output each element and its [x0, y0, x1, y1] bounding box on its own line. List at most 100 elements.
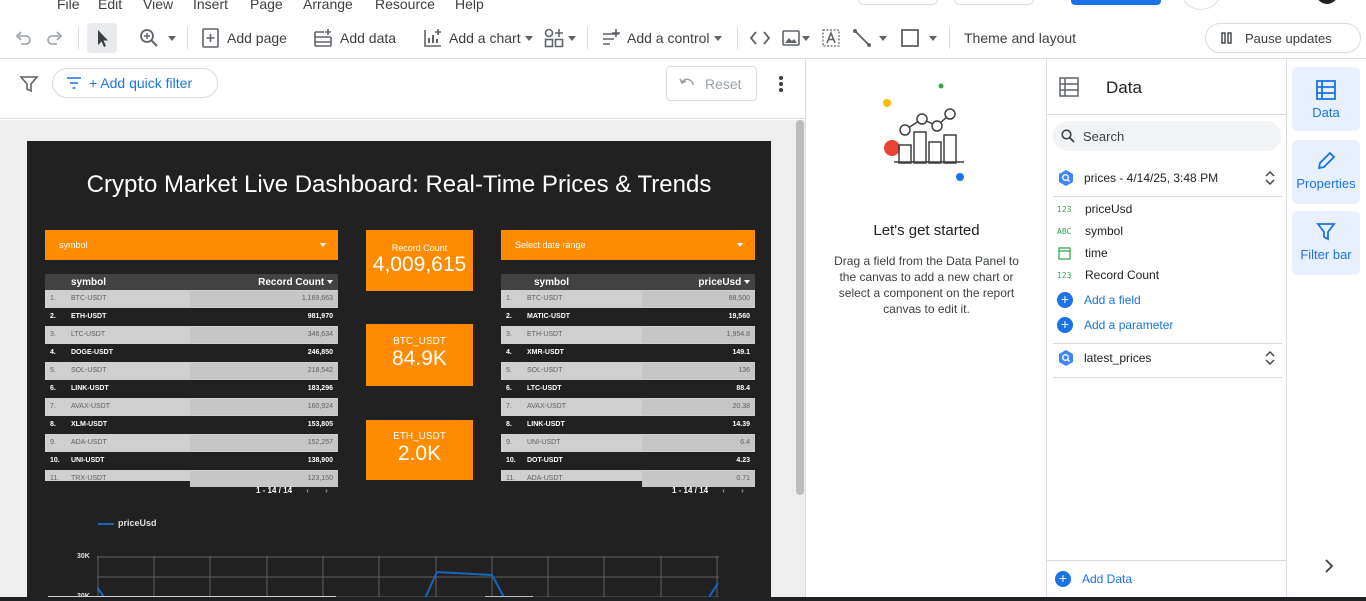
table-row[interactable]: 8. XLM-USDT 153,805	[45, 416, 338, 434]
table-row[interactable]: 2. ETH-USDT 981,970	[45, 308, 338, 326]
date-range-control[interactable]: Select date range	[501, 230, 755, 260]
add-quick-filter-button[interactable]: + Add quick filter	[52, 68, 218, 98]
add-chart-button[interactable]: Add a chart	[423, 17, 533, 59]
table-row[interactable]: 4. DOGE-USDT 246,850	[45, 344, 338, 362]
add-control-button[interactable]: Add a control	[601, 17, 722, 59]
quick-filter-icon	[67, 77, 81, 89]
table-row[interactable]: 1. BTC-USDT 1,169,663	[45, 290, 338, 308]
chevron-right-icon[interactable]: ›	[741, 486, 744, 495]
col-header-symbol[interactable]: symbol	[71, 277, 107, 288]
report-canvas[interactable]: Crypto Market Live Dashboard: Real-Time …	[0, 120, 805, 601]
table-row[interactable]: 5. SOL-USDT 218,542	[45, 362, 338, 380]
table-row[interactable]: 10. UNI-USDT 138,900	[45, 452, 338, 470]
table-row[interactable]: 4. XMR-USDT 149.1	[501, 344, 755, 362]
table-row[interactable]: 3. ETH-USDT 1,954.8	[501, 326, 755, 344]
row-number: 2.	[506, 313, 512, 320]
col-header-symbol[interactable]: symbol	[534, 277, 570, 288]
chevron-right-icon[interactable]	[1323, 558, 1335, 574]
add-data-button[interactable]: + Add Data	[1055, 568, 1132, 590]
collapse-icon[interactable]	[1265, 171, 1275, 185]
table-row[interactable]: 2. MATIC-USDT 19,560	[501, 308, 755, 326]
scorecard-record-count[interactable]: Record Count 4,009,615	[366, 230, 473, 291]
price-line-chart[interactable]: priceUsd 30K 20K	[27, 511, 771, 601]
col-header-price-usd[interactable]: priceUsd	[698, 277, 750, 288]
field-time[interactable]: time	[1057, 242, 1108, 264]
report-page[interactable]: Crypto Market Live Dashboard: Real-Time …	[27, 141, 771, 601]
embed-code-icon[interactable]	[749, 17, 771, 59]
table-row[interactable]: 7. AVAX-USDT 160,924	[45, 398, 338, 416]
shape-button[interactable]	[900, 17, 937, 59]
cell-value: 149.1	[732, 349, 750, 356]
community-viz-icon	[544, 28, 564, 48]
view-button[interactable]	[954, 0, 1034, 5]
menu-page[interactable]: Page	[250, 0, 283, 12]
publish-button[interactable]	[1071, 0, 1161, 5]
table-row[interactable]: 3. LTC-USDT 346,634	[45, 326, 338, 344]
table-row[interactable]: 6. LTC-USDT 88.4	[501, 380, 755, 398]
record-count-table[interactable]: symbol Record Count 1. BTC-USDT 1,169,663 2…	[45, 274, 338, 487]
menu-resource[interactable]: Resource	[375, 0, 435, 12]
canvas-scrollbar[interactable]	[796, 120, 804, 495]
table-row[interactable]: 5. SOL-USDT 136	[501, 362, 755, 380]
chevron-right-icon[interactable]: ›	[325, 486, 328, 495]
cell-value: 1,169,663	[301, 295, 333, 302]
table-row[interactable]: 6. LINK-USDT 183,296	[45, 380, 338, 398]
filter-icon[interactable]	[19, 74, 39, 94]
add-parameter-button[interactable]: + Add a parameter	[1057, 314, 1173, 336]
chevron-left-icon[interactable]: ‹	[722, 486, 725, 495]
table-row[interactable]: 8. LINK-USDT 14.39	[501, 416, 755, 434]
menu-insert[interactable]: Insert	[193, 0, 229, 12]
text-icon[interactable]	[821, 17, 841, 59]
help-avatar-button[interactable]	[1180, 0, 1222, 10]
field-price-usd[interactable]: 123 priceUsd	[1057, 198, 1132, 220]
y-tick-label: 30K	[77, 553, 90, 560]
table-row[interactable]: 10. DOT-USDT 4.23	[501, 452, 755, 470]
report-title[interactable]: Crypto Market Live Dashboard: Real-Time …	[86, 171, 712, 198]
community-viz-button[interactable]	[544, 17, 576, 59]
rail-properties-button[interactable]: Properties	[1292, 140, 1360, 204]
scorecard-eth-usdt[interactable]: ETH_USDT 2.0K	[366, 420, 473, 480]
legend-swatch	[98, 523, 114, 525]
menu-file[interactable]: File	[57, 0, 80, 12]
menu-arrange[interactable]: Arrange	[303, 0, 353, 12]
more-vert-icon[interactable]	[773, 74, 789, 94]
table-row[interactable]: 1. BTC-USDT 88,500	[501, 290, 755, 308]
table-row[interactable]: 9. UNI-USDT 6.4	[501, 434, 755, 452]
rail-filter-bar-button[interactable]: Filter bar	[1292, 211, 1360, 275]
data-search-input[interactable]: Search	[1053, 121, 1281, 151]
col-header-record-count[interactable]: Record Count	[258, 277, 333, 288]
price-usd-table[interactable]: symbol priceUsd 1. BTC-USDT 88,500 2. MATIC-…	[501, 274, 755, 487]
chevron-left-icon[interactable]: ‹	[306, 486, 309, 495]
menu-edit[interactable]: Edit	[98, 0, 123, 12]
line-button[interactable]	[852, 17, 887, 59]
share-button[interactable]	[858, 0, 938, 5]
field-record-count[interactable]: 123 Record Count	[1057, 264, 1159, 286]
redo-icon[interactable]	[45, 17, 65, 59]
add-data-icon	[314, 29, 332, 47]
theme-layout-button[interactable]: Theme and layout	[964, 30, 1077, 46]
table-row[interactable]: 7. AVAX-USDT 20.38	[501, 398, 755, 416]
reset-button[interactable]: Reset	[666, 66, 757, 101]
add-page-button[interactable]: Add page	[202, 17, 287, 59]
rail-data-button[interactable]: Data	[1292, 67, 1360, 131]
table-row[interactable]: 11. ADA-USDT 0.71	[501, 470, 755, 487]
datasource-prices[interactable]: prices - 4/14/25, 3:48 PM	[1053, 163, 1282, 193]
table-row[interactable]: 9. ADA-USDT 152,257	[45, 434, 338, 452]
image-button[interactable]	[781, 17, 810, 59]
symbol-dropdown-control[interactable]: symbol	[45, 230, 338, 260]
expand-icon[interactable]	[1265, 351, 1275, 365]
row-number: 11.	[506, 475, 516, 482]
menu-view[interactable]: View	[143, 0, 174, 12]
scorecard-btc-usdt[interactable]: BTC_USDT 84.9K	[366, 324, 473, 386]
add-field-button[interactable]: + Add a field	[1057, 289, 1141, 311]
select-button[interactable]	[87, 23, 117, 53]
field-symbol[interactable]: ABC symbol	[1057, 220, 1123, 242]
pause-updates-button[interactable]: Pause updates	[1205, 23, 1361, 53]
add-data-button[interactable]: Add data	[313, 17, 396, 59]
table-row[interactable]: 11. TRX-USDT 123,150	[45, 470, 338, 487]
datasource-latest-prices[interactable]: latest_prices	[1053, 343, 1282, 373]
avatar[interactable]	[1316, 0, 1338, 4]
menu-help[interactable]: Help	[455, 0, 484, 12]
zoom-button[interactable]	[139, 17, 176, 59]
undo-icon[interactable]	[13, 17, 33, 59]
